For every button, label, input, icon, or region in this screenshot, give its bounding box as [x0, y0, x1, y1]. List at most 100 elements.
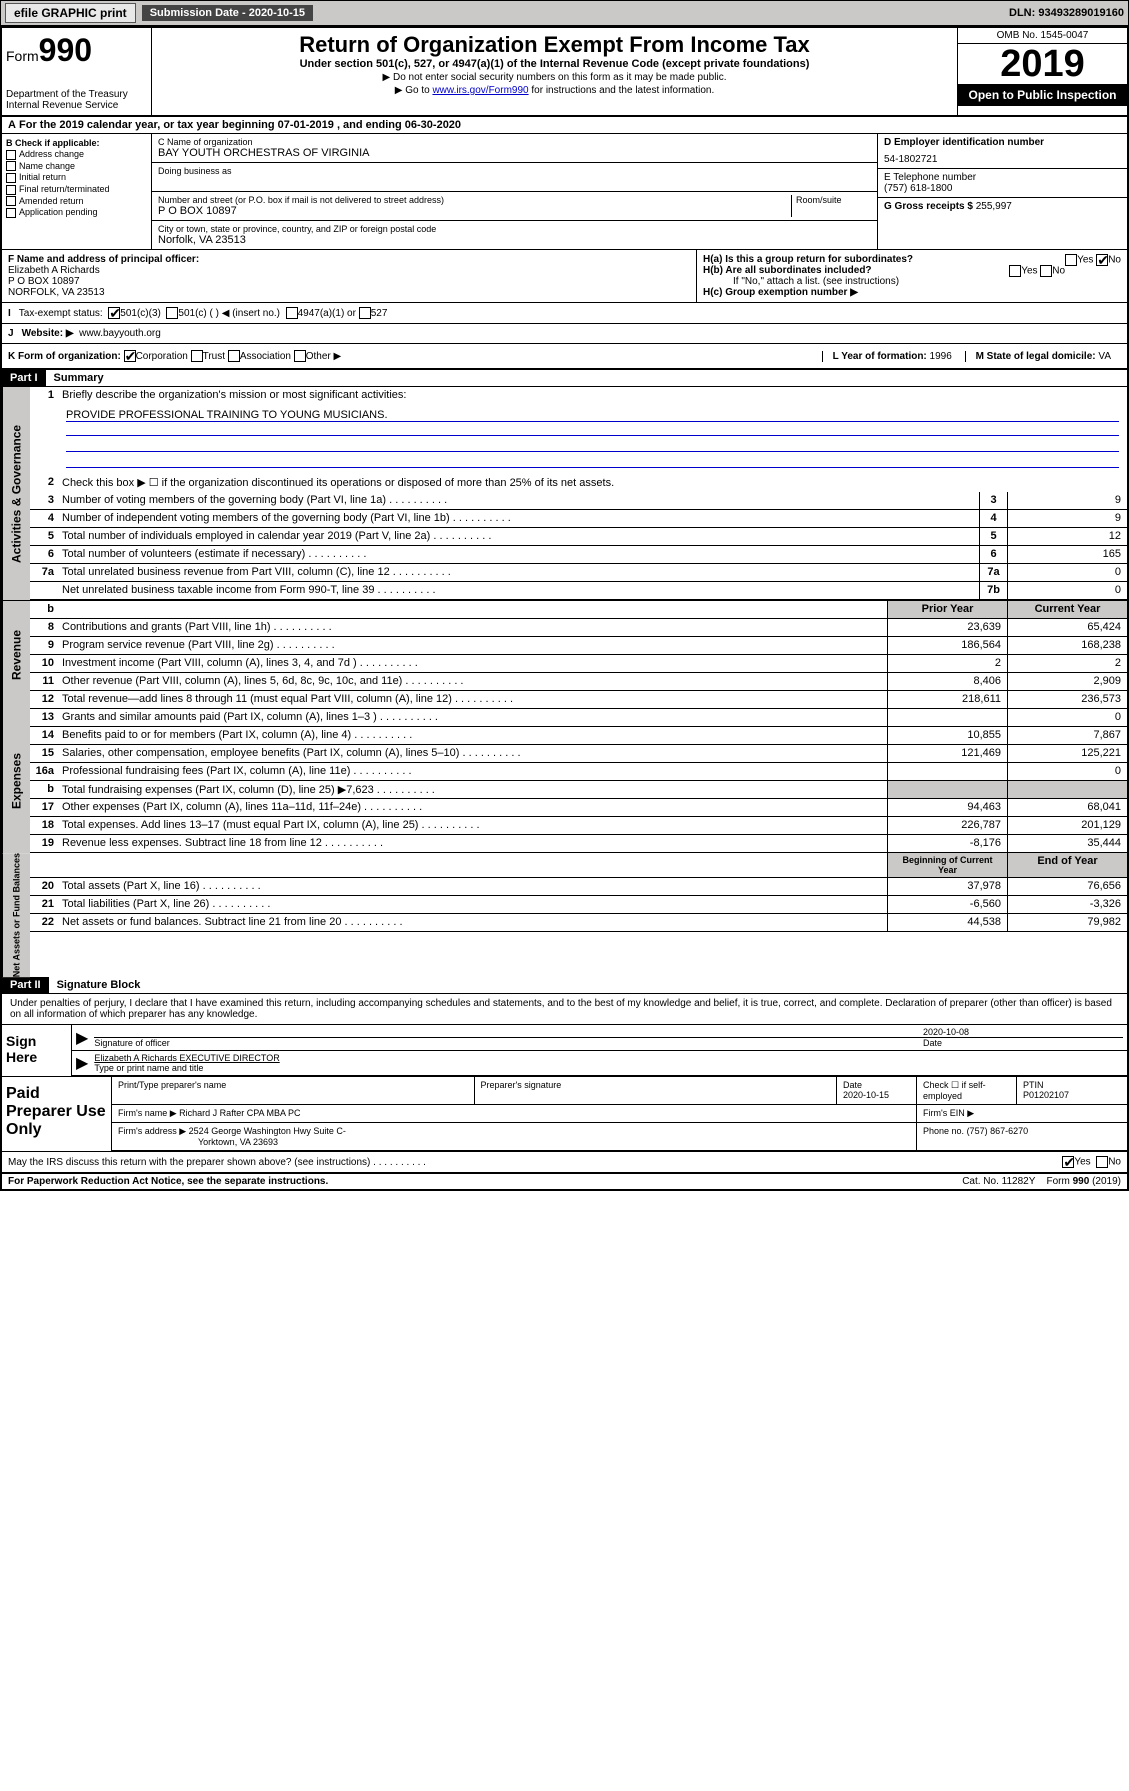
submission-date: Submission Date - 2020-10-15 — [142, 5, 313, 21]
checkbox-address-change[interactable]: Address change — [6, 149, 147, 160]
ein-value: 54-1802721 — [884, 154, 1121, 165]
part2-header: Part IISignature Block — [2, 977, 1127, 994]
discuss-row: May the IRS discuss this return with the… — [2, 1151, 1127, 1173]
col-begin-year: Beginning of Current Year — [887, 853, 1007, 877]
line-21: 21Total liabilities (Part X, line 26)-6,… — [30, 896, 1127, 914]
summary-line-5: 5Total number of individuals employed in… — [30, 528, 1127, 546]
ha-label: H(a) Is this a group return for subordin… — [703, 254, 913, 265]
sidebar-governance: Activities & Governance — [2, 387, 30, 600]
mission-label: Briefly describe the organization's miss… — [58, 387, 1127, 405]
top-toolbar: efile GRAPHIC print Submission Date - 20… — [0, 0, 1129, 26]
subtitle-1: Under section 501(c), 527, or 4947(a)(1)… — [160, 58, 949, 70]
line-14: 14Benefits paid to or for members (Part … — [30, 727, 1127, 745]
b-label: B Check if applicable: — [6, 138, 100, 148]
sig-date: 2020-10-08 — [923, 1027, 1123, 1037]
summary-line-4: 4Number of independent voting members of… — [30, 510, 1127, 528]
line-22: 22Net assets or fund balances. Subtract … — [30, 914, 1127, 932]
checkbox-initial-return[interactable]: Initial return — [6, 172, 147, 183]
officer-name-title: Elizabeth A Richards EXECUTIVE DIRECTOR — [94, 1053, 1123, 1063]
form-id-box: Form990 Department of the Treasury Inter… — [2, 28, 152, 115]
dept-treasury: Department of the Treasury Internal Reve… — [6, 89, 147, 111]
firm-phone: (757) 867-6270 — [967, 1126, 1029, 1136]
discuss-no[interactable] — [1096, 1156, 1108, 1168]
firm-name: Richard J Rafter CPA MBA PC — [179, 1108, 300, 1118]
col-prior-year: Prior Year — [887, 601, 1007, 618]
summary-line-6: 6Total number of volunteers (estimate if… — [30, 546, 1127, 564]
firm-ein-label: Firm's EIN ▶ — [917, 1105, 1127, 1122]
perjury-declaration: Under penalties of perjury, I declare th… — [2, 994, 1127, 1024]
summary-line-7b: Net unrelated business taxable income fr… — [30, 582, 1127, 600]
hb-note: If "No," attach a list. (see instruction… — [703, 276, 1121, 287]
year-box: OMB No. 1545-0047 2019 Open to Public In… — [957, 28, 1127, 115]
phone-value: (757) 618-1800 — [884, 183, 1121, 194]
tax-year: 2019 — [958, 44, 1127, 84]
checkbox-amended-return[interactable]: Amended return — [6, 196, 147, 207]
line-2: Check this box ▶ ☐ if the organization d… — [58, 474, 1127, 492]
open-public: Open to Public Inspection — [958, 84, 1127, 106]
col-c-name: C Name of organization BAY YOUTH ORCHEST… — [152, 134, 877, 249]
line-12: 12Total revenue—add lines 8 through 11 (… — [30, 691, 1127, 709]
line-17: 17Other expenses (Part IX, column (A), l… — [30, 799, 1127, 817]
form-title-box: Return of Organization Exempt From Incom… — [152, 28, 957, 115]
officer-addr2: NORFOLK, VA 23513 — [8, 287, 105, 298]
line-15: 15Salaries, other compensation, employee… — [30, 745, 1127, 763]
checkbox-application-pending[interactable]: Application pending — [6, 207, 147, 218]
ein-label: D Employer identification number — [884, 137, 1121, 148]
501c3-checkbox[interactable] — [108, 307, 120, 319]
hc-label: H(c) Group exemption number ▶ — [703, 287, 858, 298]
firm-addr: 2524 George Washington Hwy Suite C- — [189, 1126, 346, 1136]
line-18: 18Total expenses. Add lines 13–17 (must … — [30, 817, 1127, 835]
col-end-year: End of Year — [1007, 853, 1127, 877]
subtitle-3: ▶ Go to www.irs.gov/Form990 for instruct… — [160, 85, 949, 96]
line-8: 8Contributions and grants (Part VIII, li… — [30, 619, 1127, 637]
officer-name: Elizabeth A Richards — [8, 265, 100, 276]
line-13: 13Grants and similar amounts paid (Part … — [30, 709, 1127, 727]
line-b: bTotal fundraising expenses (Part IX, co… — [30, 781, 1127, 799]
irs-link[interactable]: www.irs.gov/Form990 — [432, 85, 528, 96]
omb-number: OMB No. 1545-0047 — [958, 28, 1127, 44]
hb-label: H(b) Are all subordinates included? — [703, 265, 872, 276]
efile-btn[interactable]: efile GRAPHIC print — [5, 3, 136, 23]
line-a: A For the 2019 calendar year, or tax yea… — [2, 117, 1127, 134]
section-h: H(a) Is this a group return for subordin… — [697, 250, 1127, 302]
sidebar-expenses: Expenses — [2, 709, 30, 853]
form-footer: For Paperwork Reduction Act Notice, see … — [2, 1173, 1127, 1189]
summary-line-3: 3Number of voting members of the governi… — [30, 492, 1127, 510]
col-current-year: Current Year — [1007, 601, 1127, 618]
self-employed-check[interactable]: Check ☐ if self-employed — [917, 1077, 1017, 1104]
dba-label: Doing business as — [158, 166, 871, 176]
line-klm: K Form of organization: Corporation Trus… — [2, 344, 1127, 370]
line-i: ITax-exempt status: 501(c)(3) 501(c) ( )… — [2, 303, 1127, 324]
preparer-date: 2020-10-15 — [843, 1090, 889, 1100]
line-19: 19Revenue less expenses. Subtract line 1… — [30, 835, 1127, 853]
street-address: P O BOX 10897 — [158, 205, 791, 217]
line-20: 20Total assets (Part X, line 16)37,97876… — [30, 878, 1127, 896]
subtitle-2: ▶ Do not enter social security numbers o… — [160, 72, 949, 83]
col-b-checkboxes: B Check if applicable: Address changeNam… — [2, 134, 152, 249]
form-label: Form — [6, 48, 39, 64]
state-domicile: VA — [1098, 351, 1111, 362]
summary-line-7a: 7aTotal unrelated business revenue from … — [30, 564, 1127, 582]
gross-label: G Gross receipts $ — [884, 201, 973, 212]
line-9: 9Program service revenue (Part VIII, lin… — [30, 637, 1127, 655]
checkbox-name-change[interactable]: Name change — [6, 161, 147, 172]
cat-no: Cat. No. 11282Y — [962, 1176, 1035, 1187]
checkbox-final-return-terminated[interactable]: Final return/terminated — [6, 184, 147, 195]
ptin: P01202107 — [1023, 1090, 1069, 1100]
form-container: Form990 Department of the Treasury Inter… — [0, 26, 1129, 1191]
dln: DLN: 93493289019160 — [1009, 7, 1124, 19]
year-formation: 1996 — [930, 351, 952, 362]
c-name-label: C Name of organization — [158, 137, 871, 147]
discuss-yes[interactable] — [1062, 1156, 1074, 1168]
sig-officer-label: Signature of officer — [94, 1037, 923, 1048]
addr-label: Number and street (or P.O. box if mail i… — [158, 195, 791, 205]
phone-label: E Telephone number — [884, 172, 1121, 183]
website-url[interactable]: www.bayyouth.org — [79, 328, 161, 339]
org-name: BAY YOUTH ORCHESTRAS OF VIRGINIA — [158, 147, 871, 159]
mission-text: PROVIDE PROFESSIONAL TRAINING TO YOUNG M… — [66, 409, 1119, 422]
col-right-ids: D Employer identification number 54-1802… — [877, 134, 1127, 249]
form-rev: Form 990 (2019) — [1047, 1176, 1121, 1187]
line-16a: 16aProfessional fundraising fees (Part I… — [30, 763, 1127, 781]
line-j: JWebsite: ▶ www.bayyouth.org — [2, 324, 1127, 344]
officer-addr1: P O BOX 10897 — [8, 276, 80, 287]
